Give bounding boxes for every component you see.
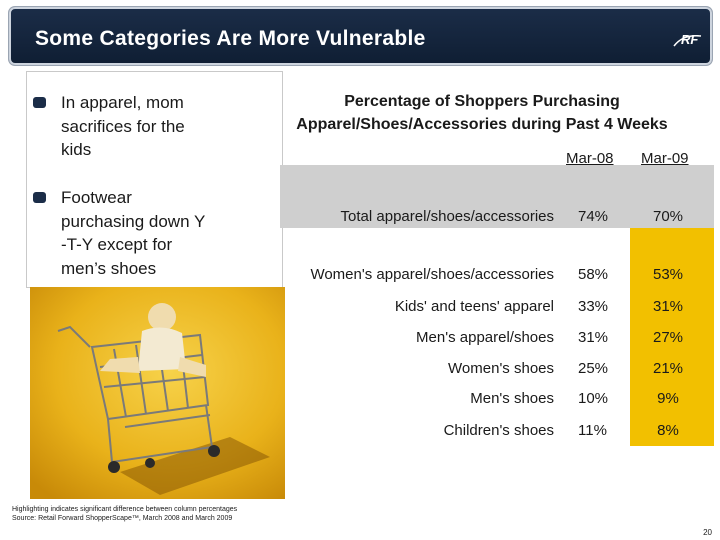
footnote: Highlighting indicates significant diffe… [12, 505, 237, 523]
value-mar-08: 58% [578, 266, 609, 283]
value-mar-08: 10% [578, 390, 609, 407]
slide-title: Some Categories Are More Vulnerable [35, 27, 426, 50]
value-mar-09: 27% [652, 329, 684, 346]
bullet-panel: In apparel, mom sacrifices for the kids … [27, 72, 282, 287]
bullet-line: -T-Y except for [61, 235, 173, 254]
bullet-icon [33, 192, 46, 203]
value-mar-09: 21% [652, 360, 684, 377]
row-label: Women's shoes [448, 360, 554, 377]
shopping-cart-photo [30, 287, 285, 499]
bullet-text-footwear: Footwear purchasing down Y -T-Y except f… [61, 186, 205, 280]
bullet-line: In apparel, mom [61, 93, 184, 112]
value-mar-08: 11% [578, 422, 607, 439]
table-heading: Percentage of Shoppers Purchasing Appare… [262, 90, 702, 136]
bullet-line: men’s shoes [61, 258, 157, 278]
bullet-line: sacrifices for the [61, 116, 185, 136]
rf-logo: RF [673, 32, 703, 52]
value-mar-09: 70% [652, 208, 684, 225]
value-mar-08: 31% [578, 329, 609, 346]
row-label: Kids' and teens' apparel [394, 298, 554, 315]
highlight-column [630, 228, 714, 446]
row-label: Children's shoes [443, 422, 554, 439]
footnote-source: Source: Retail Forward ShopperScape™, Ma… [12, 515, 233, 522]
value-mar-08: 74% [578, 208, 609, 225]
column-header-mar-09: Mar-09 [641, 150, 689, 167]
bullet-line: Footwear [61, 188, 132, 207]
heading-line: Apparel/Shoes/Accessories during Past 4 … [296, 116, 668, 133]
logo-text: RF [681, 32, 699, 47]
value-mar-09: 9% [657, 390, 679, 407]
grey-band [280, 165, 714, 228]
value-mar-08: 25% [578, 360, 609, 377]
value-mar-08: 33% [578, 298, 609, 315]
bullet-icon [33, 97, 46, 108]
heading-line: Percentage of Shoppers Purchasing [344, 93, 620, 110]
value-mar-09: 53% [652, 266, 684, 283]
logo-swoosh-icon [673, 34, 702, 47]
value-mar-09: 31% [652, 298, 684, 315]
value-mar-09: 8% [657, 422, 679, 439]
bullet-line: purchasing down Y [61, 211, 206, 231]
row-label: Women's apparel/shoes/accessories [310, 266, 554, 283]
column-header-mar-08: Mar-08 [566, 150, 614, 167]
row-label: Men's shoes [470, 390, 554, 407]
row-label: Men's apparel/shoes [416, 329, 554, 346]
footnote-highlight-note: Highlighting indicates significant diffe… [12, 506, 238, 513]
row-label: Total apparel/shoes/accessories [340, 208, 554, 225]
title-bar: Some Categories Are More Vulnerable RF [9, 7, 712, 65]
bullet-text-apparel: In apparel, mom sacrifices for the kids [61, 91, 185, 162]
page-number: 20 [703, 528, 712, 537]
bullet-line: kids [61, 140, 92, 159]
